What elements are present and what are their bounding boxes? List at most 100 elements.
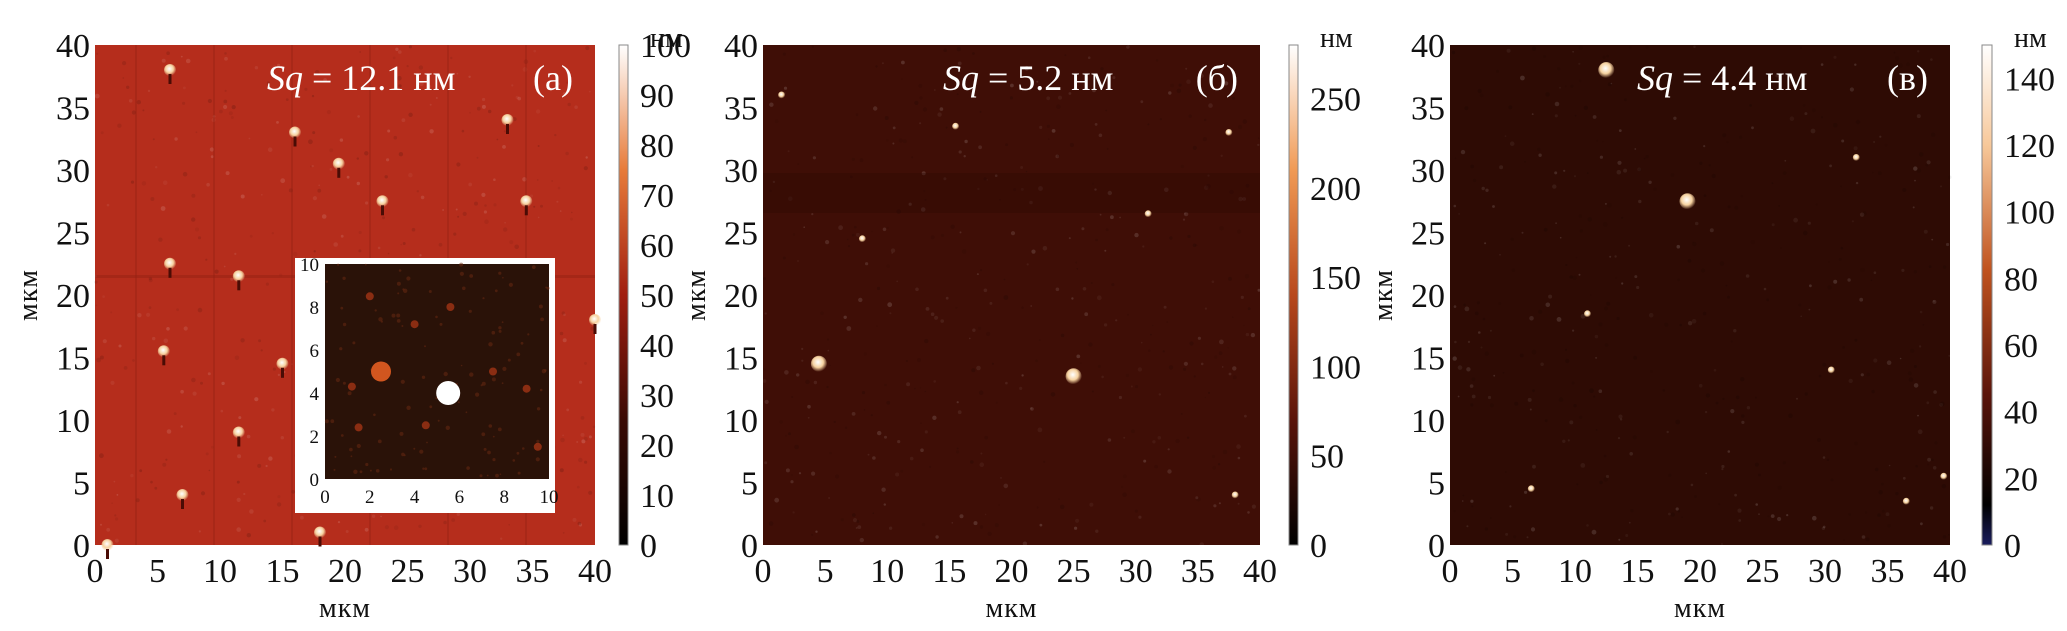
texture-speck — [1673, 116, 1677, 121]
texture-speck — [397, 75, 402, 81]
texture-speck — [1511, 268, 1516, 273]
texture-speck — [364, 151, 369, 156]
texture-speck — [805, 379, 810, 385]
texture-speck — [1051, 129, 1056, 133]
texture-speck — [1694, 495, 1697, 498]
texture-speck — [1705, 472, 1708, 475]
texture-speck — [1168, 91, 1172, 95]
texture-speck — [1564, 348, 1568, 351]
texture-speck — [934, 315, 939, 320]
texture-speck — [1202, 137, 1208, 142]
texture-speck — [1186, 436, 1190, 439]
texture-speck — [1477, 88, 1482, 94]
texture-speck — [514, 244, 519, 250]
texture-speck — [1471, 377, 1476, 382]
panel-label: (б) — [1196, 58, 1238, 98]
texture-speck — [1810, 128, 1816, 134]
texture-speck — [556, 82, 560, 86]
texture-speck — [517, 96, 521, 101]
texture-speck — [1698, 383, 1703, 388]
texture-speck — [330, 419, 335, 424]
texture-speck — [277, 495, 281, 499]
texture-speck — [1169, 236, 1173, 240]
texture-speck — [1509, 141, 1515, 146]
texture-speck — [249, 234, 253, 238]
surface-grain — [1679, 193, 1696, 210]
surface-grain — [157, 345, 170, 358]
texture-speck — [326, 110, 331, 115]
texture-speck — [901, 60, 905, 65]
texture-speck — [228, 111, 233, 116]
texture-speck — [131, 110, 136, 115]
texture-speck — [890, 248, 896, 253]
texture-speck — [1068, 237, 1071, 240]
x-tick-label: 25 — [1057, 553, 1091, 590]
texture-speck — [1645, 45, 1649, 49]
texture-speck — [1529, 316, 1534, 321]
texture-speck — [481, 104, 486, 109]
texture-speck — [488, 424, 493, 428]
texture-speck — [401, 452, 405, 457]
texture-speck — [1107, 190, 1113, 196]
texture-speck — [160, 206, 166, 211]
surface-grain — [1231, 491, 1239, 499]
texture-speck — [919, 386, 922, 389]
texture-speck — [501, 382, 504, 385]
texture-speck — [581, 439, 586, 444]
texture-speck — [1097, 364, 1101, 368]
texture-speck — [439, 322, 443, 326]
texture-speck — [504, 221, 506, 224]
y-tick-label: 5 — [73, 466, 90, 503]
texture-speck — [508, 282, 513, 287]
texture-speck — [1735, 395, 1740, 400]
texture-speck — [811, 471, 816, 476]
texture-speck — [329, 168, 333, 171]
texture-speck — [811, 45, 814, 48]
texture-speck — [411, 227, 416, 232]
texture-speck — [914, 100, 919, 105]
texture-speck — [291, 489, 295, 494]
texture-speck — [356, 443, 361, 449]
texture-speck — [272, 367, 276, 371]
afm-panel-2: 0 5 10 15 20 25 30 35 40 0 5 10 15 20 25 30 35 40 мкм мкм Sq… — [681, 23, 1361, 624]
texture-speck — [1168, 365, 1174, 370]
texture-speck — [1777, 516, 1782, 522]
texture-speck — [1095, 238, 1098, 242]
texture-speck — [1175, 438, 1180, 444]
texture-speck — [1183, 212, 1187, 215]
texture-speck — [1643, 157, 1646, 160]
y-tick-label: 30 — [56, 153, 90, 190]
texture-speck — [1573, 404, 1577, 408]
texture-speck — [557, 186, 561, 190]
texture-speck — [1917, 50, 1920, 53]
texture-speck — [1531, 113, 1534, 115]
texture-speck — [792, 233, 796, 236]
texture-speck — [797, 260, 799, 262]
texture-speck — [1563, 169, 1566, 172]
texture-speck — [980, 452, 983, 455]
texture-speck — [986, 331, 991, 337]
texture-speck — [991, 362, 995, 365]
texture-speck — [1060, 333, 1065, 338]
texture-speck — [1848, 513, 1851, 516]
texture-speck — [1079, 362, 1082, 365]
texture-speck — [95, 304, 98, 307]
texture-speck — [1918, 345, 1922, 348]
texture-speck — [1860, 373, 1864, 377]
inset-grain — [446, 303, 455, 311]
texture-speck — [401, 118, 406, 123]
texture-speck — [1638, 168, 1642, 172]
texture-speck — [909, 456, 914, 461]
texture-speck — [300, 515, 304, 520]
afm-panel-3: 0 5 10 15 20 25 30 35 40 0 5 10 15 20 25 30 35 40 мкм мкм Sq… — [1368, 23, 2055, 624]
texture-speck — [1035, 359, 1038, 363]
texture-speck — [769, 102, 774, 107]
texture-speck — [875, 65, 878, 68]
texture-speck — [1578, 62, 1581, 65]
texture-speck — [886, 226, 889, 229]
texture-speck — [537, 145, 540, 147]
colorbar-tick-label: 40 — [2004, 395, 2038, 432]
texture-speck — [166, 51, 170, 55]
texture-speck — [1877, 513, 1881, 517]
texture-speck — [1662, 389, 1666, 392]
